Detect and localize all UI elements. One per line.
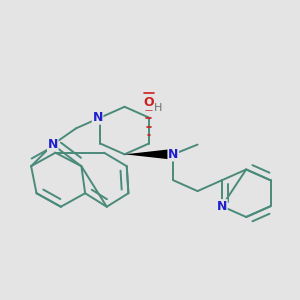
Text: N: N: [217, 200, 227, 213]
Text: O: O: [144, 97, 154, 110]
Text: N: N: [92, 111, 103, 124]
Text: H: H: [153, 103, 162, 113]
Text: N: N: [168, 148, 178, 161]
Polygon shape: [124, 149, 173, 160]
Text: N: N: [47, 138, 58, 151]
